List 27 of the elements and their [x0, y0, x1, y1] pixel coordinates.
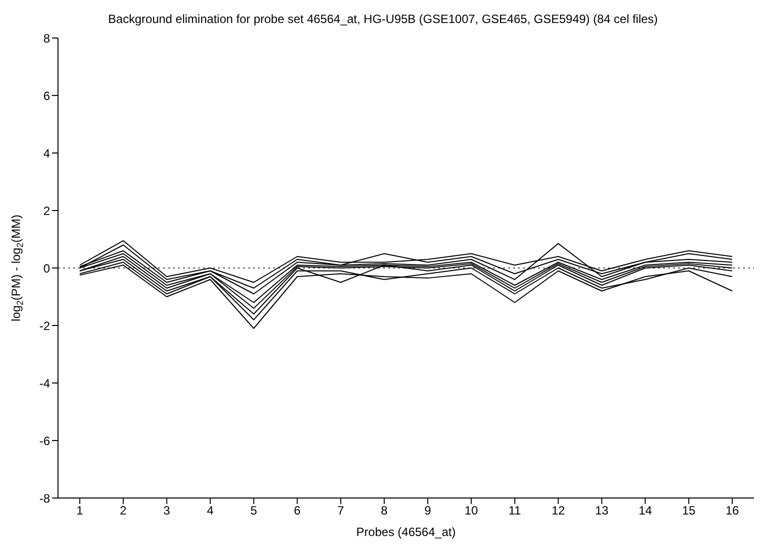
x-tick-label: 3	[163, 504, 170, 518]
x-tick-label: 15	[682, 504, 696, 518]
x-tick-label: 9	[424, 504, 432, 518]
y-tick-label: 8	[43, 31, 50, 46]
x-tick-label: 10	[464, 504, 478, 518]
x-tick-label: 14	[638, 504, 652, 518]
y-tick-label: 6	[43, 88, 50, 103]
y-tick-label: 2	[43, 204, 50, 218]
x-tick-label: 16	[726, 504, 740, 518]
x-axis-title: Probes (46564_at)	[356, 525, 456, 539]
y-tick-label: 4	[43, 146, 50, 160]
y-tick-label: -6	[39, 434, 50, 448]
chart-title: Background elimination for probe set 46564_at, HG-U95B (GSE1007, GSE465, GSE5949) (84 cel files)	[107, 11, 659, 28]
x-tick-label: 5	[250, 504, 258, 518]
y-tick-label: 0	[43, 261, 50, 276]
x-tick-label: 6	[294, 504, 301, 518]
x-tick-label: 12	[552, 504, 566, 518]
x-tick-label: 13	[595, 504, 609, 518]
x-tick-label: 7	[337, 504, 344, 518]
y-tick-label: -2	[39, 318, 50, 333]
y-tick-label: -8	[39, 491, 50, 506]
x-tick-label: 1	[76, 504, 84, 518]
x-tick-label: 2	[120, 504, 127, 518]
y-tick-label: -4	[39, 376, 50, 390]
x-tick-label: 8	[380, 504, 388, 518]
x-tick-label: 4	[206, 504, 214, 518]
x-tick-label: 11	[508, 504, 522, 518]
